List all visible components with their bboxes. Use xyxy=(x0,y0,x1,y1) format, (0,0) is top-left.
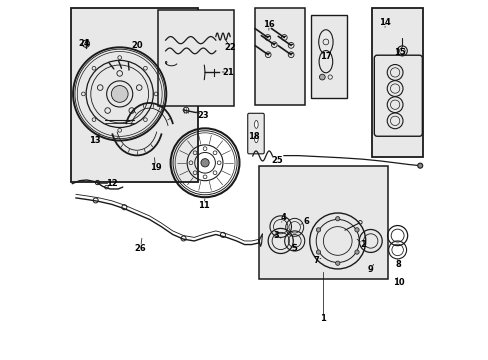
Ellipse shape xyxy=(254,121,258,129)
Circle shape xyxy=(354,250,358,254)
Bar xyxy=(255,8,305,105)
Bar xyxy=(371,8,422,157)
FancyBboxPatch shape xyxy=(373,55,422,136)
Text: 22: 22 xyxy=(224,43,236,52)
Text: 8: 8 xyxy=(395,260,401,269)
Circle shape xyxy=(316,250,320,254)
Text: 17: 17 xyxy=(319,52,331,61)
Text: 24: 24 xyxy=(78,39,89,48)
Ellipse shape xyxy=(319,50,332,73)
Circle shape xyxy=(354,228,358,232)
Text: 12: 12 xyxy=(106,179,118,188)
Circle shape xyxy=(335,217,339,221)
Text: 16: 16 xyxy=(263,19,274,28)
Circle shape xyxy=(316,228,320,232)
Circle shape xyxy=(319,74,325,80)
Bar xyxy=(310,15,346,98)
Text: 19: 19 xyxy=(149,163,161,172)
Text: 20: 20 xyxy=(131,41,142,50)
Text: 1: 1 xyxy=(320,314,325,323)
Text: 15: 15 xyxy=(393,48,405,57)
Text: 2: 2 xyxy=(360,240,366,249)
Bar xyxy=(70,8,198,182)
Text: 3: 3 xyxy=(273,231,278,240)
Text: 10: 10 xyxy=(392,278,404,287)
Text: 18: 18 xyxy=(247,132,259,141)
Text: 6: 6 xyxy=(303,217,308,226)
Bar xyxy=(258,166,387,279)
Text: 23: 23 xyxy=(197,111,209,120)
Text: 26: 26 xyxy=(134,244,146,253)
Circle shape xyxy=(417,163,422,168)
Text: 25: 25 xyxy=(270,156,282,165)
Text: 7: 7 xyxy=(313,256,319,265)
Circle shape xyxy=(335,261,339,265)
Circle shape xyxy=(111,86,128,102)
Ellipse shape xyxy=(318,30,332,54)
Text: 5: 5 xyxy=(291,244,297,253)
Text: 9: 9 xyxy=(367,265,373,274)
Bar xyxy=(158,10,233,107)
Text: 4: 4 xyxy=(280,213,285,222)
Ellipse shape xyxy=(254,135,258,143)
Text: 11: 11 xyxy=(198,201,210,210)
Text: 21: 21 xyxy=(222,68,234,77)
Circle shape xyxy=(201,159,209,167)
Text: 13: 13 xyxy=(89,136,100,145)
FancyBboxPatch shape xyxy=(247,113,264,154)
Text: 14: 14 xyxy=(378,18,390,27)
